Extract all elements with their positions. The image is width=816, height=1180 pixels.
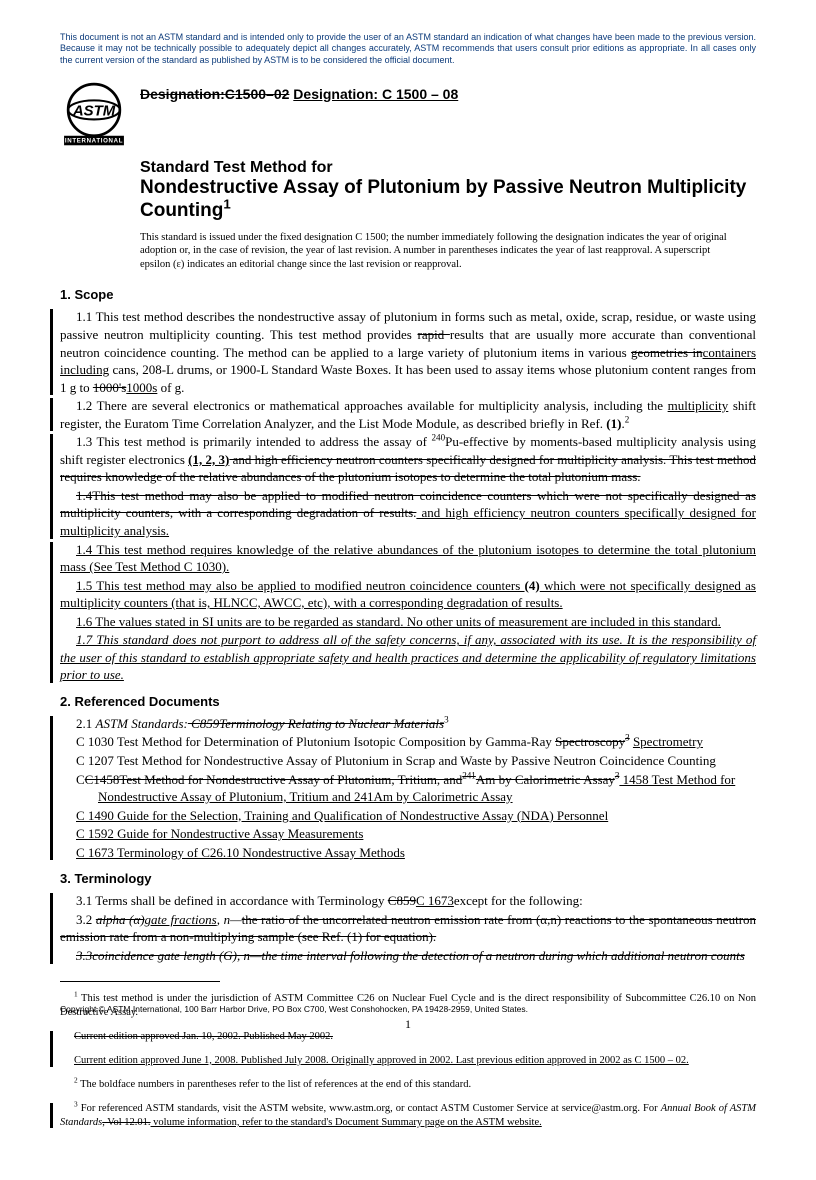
para-1-4: 1.4 This test method requires knowledge … (60, 541, 756, 576)
disclaimer-note: This document is not an ASTM standard an… (60, 32, 756, 66)
page-number: 1 (0, 1017, 816, 1032)
para-1-7: 1.7 This standard does not purport to ad… (60, 631, 756, 684)
designation-new: Designation: C 1500 – 08 (293, 86, 458, 102)
title-sup: 1 (223, 196, 230, 211)
para-3-2: 3.2 alpha (α)gate fractions, n—the ratio… (60, 911, 756, 946)
para-1-6: 1.6 The values stated in SI units are to… (60, 613, 756, 631)
ref-c1458: CC1458Test Method for Nondestructive Ass… (60, 771, 756, 806)
title-block: Standard Test Method for Nondestructive … (140, 158, 756, 223)
ref-c1673: C 1673 Terminology of C26.10 Nondestruct… (60, 844, 756, 862)
designation-old: Designation:C1500–02 (140, 86, 289, 102)
refdocs-head: 2. Referenced Documents (60, 694, 756, 709)
designation-line: Designation:C1500–02 Designation: C 1500… (140, 80, 458, 102)
footnote-2: 2 The boldface numbers in parentheses re… (60, 1078, 756, 1092)
para-2-1: 2.1 ASTM Standards: C859Terminology Rela… (60, 715, 756, 733)
footnote-3: 3 For referenced ASTM standards, visit t… (60, 1102, 756, 1129)
terms-head: 3. Terminology (60, 871, 756, 886)
para-3-1: 3.1 Terms shall be defined in accordance… (60, 892, 756, 910)
astm-logo: ASTM INTERNATIONAL (60, 80, 128, 148)
scope-head: 1. Scope (60, 287, 756, 302)
ref-c1490: C 1490 Guide for the Selection, Training… (60, 807, 756, 825)
header-row: ASTM INTERNATIONAL Designation:C1500–02 … (60, 80, 756, 148)
para-1-old4: 1.4This test method may also be applied … (60, 487, 756, 540)
copyright-line: Copyright © ASTM International, 100 Barr… (60, 1004, 756, 1014)
title-lead: Standard Test Method for (140, 158, 756, 177)
para-1-5: 1.5 This test method may also be applied… (60, 577, 756, 612)
para-3-3: 3.3coincidence gate length (G), n—the ti… (60, 947, 756, 965)
issuance-note: This standard is issued under the fixed … (140, 231, 756, 272)
footnote-separator (60, 981, 220, 982)
ref-c1207: C 1207 Test Method for Nondestructive As… (60, 752, 756, 770)
title-main: Nondestructive Assay of Plutonium by Pas… (140, 177, 756, 223)
para-1-3: 1.3 This test method is primarily intend… (60, 433, 756, 486)
ref-c1030: C 1030 Test Method for Determination of … (60, 733, 756, 751)
para-1-2: 1.2 There are several electronics or mat… (60, 397, 756, 432)
svg-text:ASTM: ASTM (72, 102, 116, 119)
ref-c1592: C 1592 Guide for Nondestructive Assay Me… (60, 825, 756, 843)
para-1-1: 1.1 This test method describes the nonde… (60, 308, 756, 396)
svg-text:INTERNATIONAL: INTERNATIONAL (65, 137, 123, 144)
